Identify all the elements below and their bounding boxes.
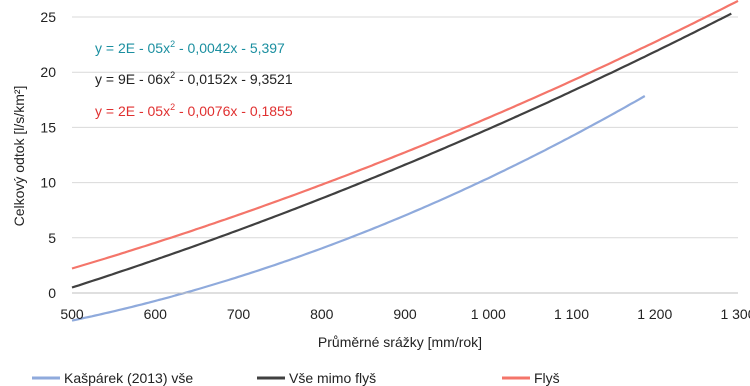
x-tick-label-1000: 1 000 <box>471 306 506 322</box>
x-tick-label-900: 900 <box>393 306 417 322</box>
legend-item-kasparek: Kašpárek (2013) vše <box>32 370 193 386</box>
y-tick-labels: 0 5 10 15 20 25 <box>40 9 56 301</box>
y-tick-label-5: 5 <box>48 230 56 246</box>
x-tick-label-1300: 1 300 <box>720 306 750 322</box>
legend-item-vse-mimo-flys: Vše mimo flyš <box>257 370 376 386</box>
equation-labels: y = 2E - 05x2 - 0,0042x - 5,397 y = 9E -… <box>95 39 293 119</box>
series-line-1 <box>71 12 732 289</box>
x-tick-label-1200: 1 200 <box>637 306 672 322</box>
equation-flys: y = 2E - 05x2 - 0,0076x - 0,1855 <box>95 102 293 119</box>
x-tick-label-1100: 1 100 <box>554 306 589 322</box>
y-tick-label-0: 0 <box>48 285 56 301</box>
x-tick-label-600: 600 <box>144 306 168 322</box>
x-tick-labels: 500 600 700 800 900 1 000 1 100 1 200 1 300 <box>60 306 750 322</box>
x-axis: 500 600 700 800 900 1 000 1 100 1 200 1 300 <box>60 292 750 322</box>
grid-layer <box>72 16 738 239</box>
legend-label-flys: Flyš <box>534 370 560 386</box>
y-tick-label-15: 15 <box>40 119 56 135</box>
y-axis-title: Celkový odtok [l/s/km²] <box>11 86 27 227</box>
legend-label-kasparek: Kašpárek (2013) vše <box>64 370 193 386</box>
series-line-0 <box>71 95 646 322</box>
equation-kasparek: y = 2E - 05x2 - 0,0042x - 5,397 <box>95 39 285 56</box>
legend-label-vse-mimo-flys: Vše mimo flyš <box>289 370 376 386</box>
y-tick-label-20: 20 <box>40 64 56 80</box>
y-tick-label-25: 25 <box>40 9 56 25</box>
series-line-2 <box>71 0 739 270</box>
x-tick-label-500: 500 <box>60 306 84 322</box>
x-axis-title: Průměrné srážky [mm/rok] <box>318 334 482 350</box>
legend: Kašpárek (2013) vše Vše mimo flyš Flyš <box>32 370 560 386</box>
y-tick-label-10: 10 <box>40 175 56 191</box>
x-tick-label-700: 700 <box>227 306 251 322</box>
series-layer <box>71 0 739 322</box>
x-tick-label-800: 800 <box>310 306 334 322</box>
equation-vse-mimo-flys: y = 9E - 06x2 - 0,0152x - 9,3521 <box>95 70 293 87</box>
legend-item-flys: Flyš <box>502 370 560 386</box>
